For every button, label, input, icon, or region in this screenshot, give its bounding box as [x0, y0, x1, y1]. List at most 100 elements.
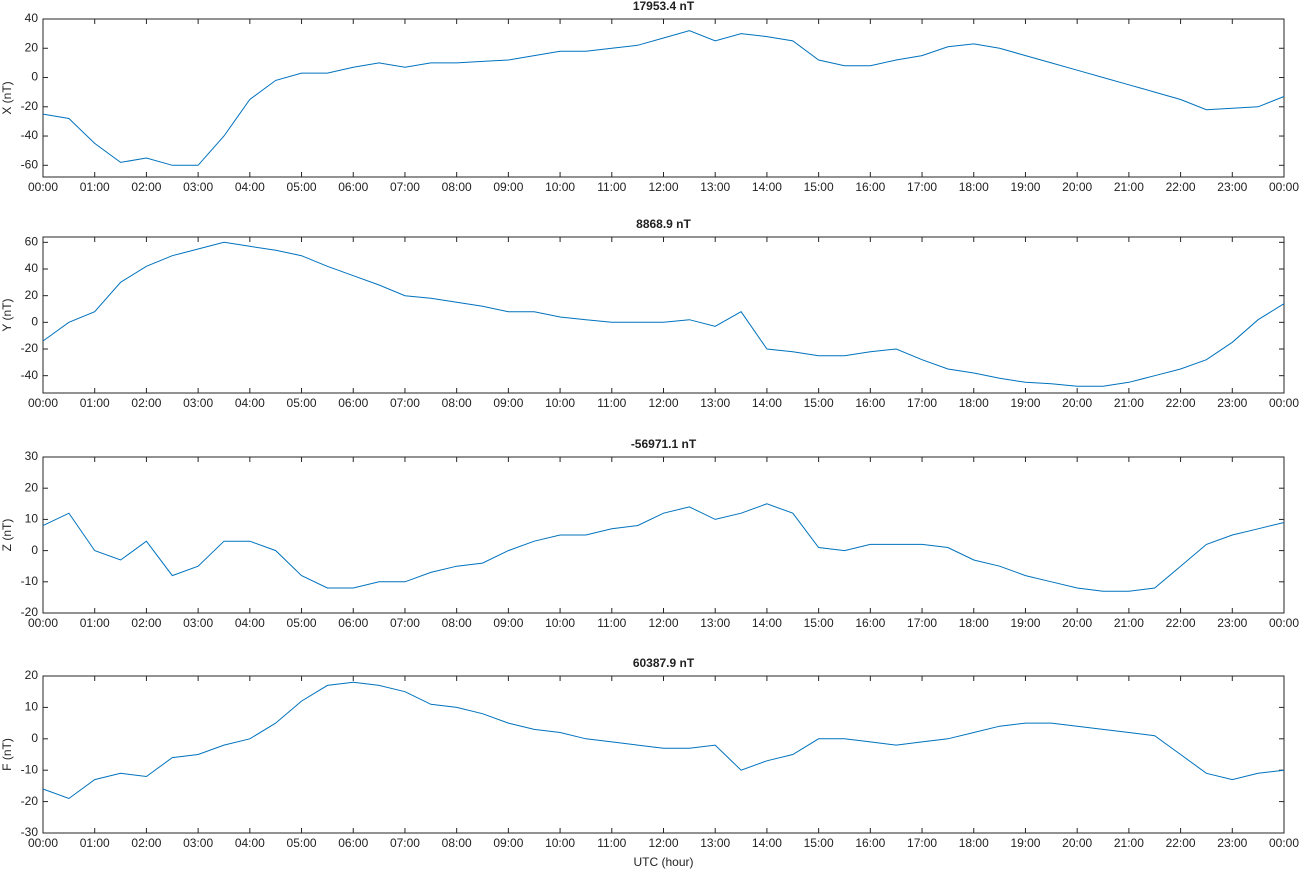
- x-tick-label: 22:00: [1166, 396, 1196, 410]
- x-tick-label: 10:00: [545, 616, 575, 630]
- x-tick-label: 23:00: [1217, 180, 1247, 194]
- x-tick-label: 21:00: [1114, 396, 1144, 410]
- x-tick-label: 11:00: [597, 616, 626, 630]
- x-tick-label: 17:00: [907, 836, 937, 850]
- y-tick-label: 0: [31, 70, 38, 84]
- x-axis-label: UTC (hour): [633, 855, 693, 869]
- x-tick-label: 20:00: [1062, 616, 1092, 630]
- x-tick-label: 02:00: [131, 180, 161, 194]
- x-tick-label: 16:00: [855, 180, 885, 194]
- y-tick-label: -40: [21, 368, 39, 382]
- x-tick-label: 01:00: [80, 616, 110, 630]
- x-tick-label: 22:00: [1166, 616, 1196, 630]
- x-tick-label: 04:00: [235, 836, 265, 850]
- y-tick-label: 0: [31, 315, 38, 329]
- y-tick-label: -20: [21, 99, 39, 113]
- x-tick-label: 21:00: [1114, 180, 1144, 194]
- x-tick-label: 05:00: [287, 396, 317, 410]
- y-axis-label: Z (nT): [0, 519, 14, 552]
- chart-title: 60387.9 nT: [633, 656, 695, 670]
- y-tick-label: 10: [25, 700, 39, 714]
- x-tick-label: 12:00: [648, 836, 678, 850]
- x-tick-label: 14:00: [752, 180, 782, 194]
- x-tick-label: 15:00: [804, 396, 834, 410]
- x-tick-label: 00:00: [1269, 836, 1299, 850]
- x-tick-label: 03:00: [183, 180, 213, 194]
- y-tick-label: 0: [31, 543, 38, 557]
- x-tick-label: 12:00: [648, 616, 678, 630]
- data-line: [42, 681, 1285, 800]
- x-tick-label: 03:00: [183, 396, 213, 410]
- x-tick-label: 06:00: [338, 616, 368, 630]
- x-tick-label: 15:00: [804, 616, 834, 630]
- x-tick-label: 07:00: [390, 396, 420, 410]
- x-tick-label: 01:00: [80, 396, 110, 410]
- y-tick-label: -10: [21, 762, 39, 776]
- x-tick-label: 13:00: [700, 616, 730, 630]
- x-tick-label: 13:00: [700, 396, 730, 410]
- x-tick-label: 05:00: [287, 616, 317, 630]
- x-tick-label: 14:00: [752, 616, 782, 630]
- x-tick-label: 19:00: [1010, 180, 1040, 194]
- y-tick-label: -20: [21, 341, 39, 355]
- y-tick-label: -60: [21, 157, 39, 171]
- y-tick-label: 20: [25, 480, 39, 494]
- x-tick-label: 20:00: [1062, 396, 1092, 410]
- x-tick-label: 19:00: [1010, 616, 1040, 630]
- x-tick-label: 22:00: [1166, 180, 1196, 194]
- x-tick-label: 21:00: [1114, 616, 1144, 630]
- x-tick-label: 13:00: [700, 836, 730, 850]
- x-tick-label: 22:00: [1166, 836, 1196, 850]
- x-tick-label: 18:00: [959, 616, 989, 630]
- y-axis-label: Y (nT): [0, 298, 14, 331]
- data-line: [42, 241, 1285, 387]
- x-tick-label: 10:00: [545, 836, 575, 850]
- x-tick-label: 14:00: [752, 396, 782, 410]
- x-tick-label: 00:00: [28, 836, 58, 850]
- x-tick-label: 17:00: [907, 396, 937, 410]
- x-tick-label: 23:00: [1217, 836, 1247, 850]
- x-tick-label: 12:00: [648, 396, 678, 410]
- x-tick-label: 00:00: [1269, 396, 1299, 410]
- plot-frame: [42, 18, 1285, 178]
- x-tick-label: 05:00: [287, 180, 317, 194]
- y-tick-label: 20: [25, 668, 39, 682]
- x-tick-label: 07:00: [390, 616, 420, 630]
- x-tick-label: 23:00: [1217, 616, 1247, 630]
- x-tick-label: 04:00: [235, 180, 265, 194]
- x-tick-label: 01:00: [80, 180, 110, 194]
- chart-title: 8868.9 nT: [636, 217, 691, 231]
- x-tick-label: 15:00: [804, 180, 834, 194]
- y-tick-label: 20: [25, 40, 39, 54]
- x-tick-label: 07:00: [390, 180, 420, 194]
- x-tick-label: 12:00: [648, 180, 678, 194]
- y-tick-label: 0: [31, 731, 38, 745]
- y-tick-label: -30: [21, 825, 39, 839]
- x-tick-label: 20:00: [1062, 180, 1092, 194]
- x-tick-label: 08:00: [442, 836, 472, 850]
- x-tick-label: 04:00: [235, 396, 265, 410]
- x-tick-label: 09:00: [493, 396, 523, 410]
- y-tick-label: -10: [21, 574, 39, 588]
- x-tick-label: 23:00: [1217, 396, 1247, 410]
- x-tick-label: 16:00: [855, 836, 885, 850]
- plot-frame: [42, 456, 1285, 614]
- x-tick-label: 06:00: [338, 836, 368, 850]
- x-tick-label: 02:00: [131, 836, 161, 850]
- x-tick-label: 18:00: [959, 396, 989, 410]
- y-axis-label: F (nT): [0, 738, 14, 771]
- x-tick-label: 03:00: [183, 836, 213, 850]
- x-tick-label: 05:00: [287, 836, 317, 850]
- x-tick-label: 06:00: [338, 396, 368, 410]
- x-tick-label: 03:00: [183, 616, 213, 630]
- y-tick-label: 40: [25, 261, 39, 275]
- y-tick-label: -40: [21, 128, 39, 142]
- data-line: [42, 30, 1285, 166]
- chart-title: 17953.4 nT: [633, 0, 695, 13]
- x-tick-label: 11:00: [597, 836, 626, 850]
- x-tick-label: 09:00: [493, 180, 523, 194]
- y-tick-label: 10: [25, 512, 39, 526]
- y-tick-label: 40: [25, 11, 39, 25]
- y-tick-label: -20: [21, 794, 39, 808]
